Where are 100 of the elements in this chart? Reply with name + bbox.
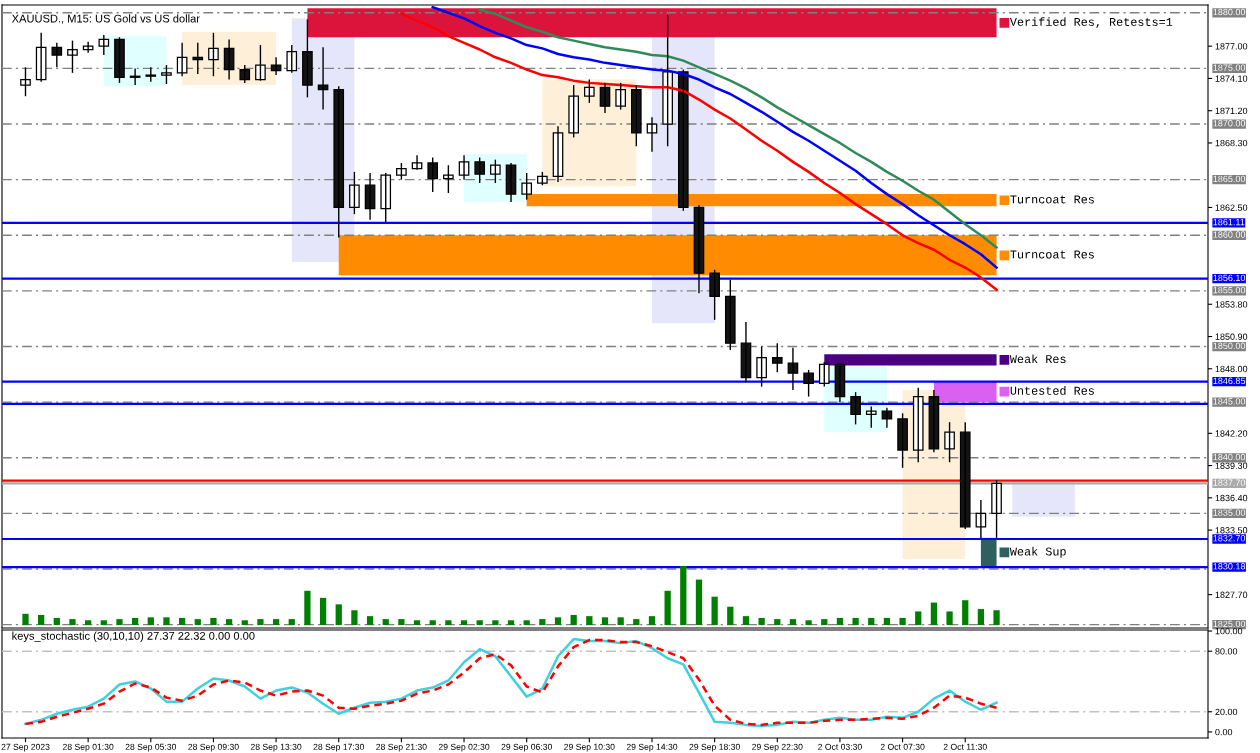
y-tick-label: 1853.80 — [1215, 301, 1248, 308]
bar — [241, 620, 248, 625]
bar — [132, 617, 139, 625]
bar — [789, 619, 797, 625]
bar — [852, 617, 859, 625]
y-tick-label: 1848.00 — [1215, 365, 1248, 373]
candlestick — [208, 32, 219, 77]
y-tick-label: 1862.50 — [1215, 204, 1248, 211]
line-series — [478, 8, 998, 249]
y-tick-label: 1839.30 — [1215, 462, 1248, 469]
legend-label: Turncoat Res — [1010, 250, 1094, 259]
ref-line-label: 1860.00 — [1213, 231, 1246, 238]
bar — [445, 620, 452, 625]
y-tick-label: 100.00 — [1215, 627, 1243, 635]
bar — [727, 606, 734, 625]
bar — [962, 600, 969, 625]
ref-line-label: 1832.70 — [1213, 535, 1246, 542]
bar — [351, 610, 358, 625]
bar — [711, 596, 718, 625]
bar — [100, 620, 107, 625]
x-tick-label: 28 Sep 21:30 — [376, 743, 427, 752]
candlestick — [771, 342, 783, 373]
bar — [993, 610, 1000, 625]
bar — [601, 617, 609, 625]
y-tick-label: 1850.90 — [1215, 333, 1248, 340]
ref-line-label: 1837.70 — [1213, 479, 1246, 486]
bar — [382, 619, 389, 625]
bar — [758, 617, 765, 625]
ref-line-label: 1856.10 — [1213, 274, 1246, 282]
bar — [413, 620, 421, 625]
y-tick-label: 1836.40 — [1215, 494, 1248, 502]
x-tick-label: 29 Sep 06:30 — [501, 743, 552, 752]
bar — [22, 613, 29, 625]
candlestick — [865, 405, 877, 429]
y-tick-label: 1827.70 — [1215, 591, 1248, 598]
x-tick-label: 28 Sep 13:30 — [250, 743, 302, 752]
candlestick — [490, 158, 501, 184]
bar — [930, 602, 938, 625]
bar — [805, 620, 812, 625]
ref-line-label: 1855.00 — [1213, 286, 1246, 294]
bar — [257, 619, 264, 625]
bar — [163, 617, 170, 625]
candlestick — [521, 172, 533, 201]
legend-label: Weak Sup — [1009, 546, 1066, 558]
bar — [69, 619, 76, 625]
ref-line-label: 1830.18 — [1213, 563, 1246, 570]
candlestick — [333, 85, 345, 239]
bar — [821, 619, 828, 625]
candlestick — [286, 44, 298, 74]
bar — [272, 619, 280, 625]
candlestick — [584, 78, 595, 104]
bar — [194, 619, 201, 625]
candlestick — [850, 391, 861, 426]
x-tick-label: 28 Sep 05:30 — [125, 743, 177, 752]
bar — [836, 617, 844, 625]
legend-label: Untested Res — [1010, 386, 1094, 395]
candlestick — [912, 387, 924, 463]
bar — [507, 620, 515, 625]
x-tick-label: 29 Sep 22:30 — [752, 743, 803, 752]
bar — [648, 616, 656, 625]
candlestick — [724, 279, 736, 351]
y-tick-label: 1871.20 — [1215, 107, 1248, 115]
bar — [883, 617, 891, 625]
bar — [366, 616, 374, 625]
candlestick — [944, 421, 955, 463]
candlestick — [349, 171, 360, 215]
y-tick-label: 20.00 — [1215, 708, 1238, 716]
legend-label: Weak Res — [1009, 354, 1066, 364]
y-tick-label: 1833.50 — [1215, 527, 1248, 534]
bar — [523, 620, 530, 625]
candlestick — [67, 39, 78, 74]
candlestick — [20, 66, 31, 97]
bar — [116, 619, 123, 625]
bar — [680, 566, 687, 625]
candlestick — [991, 479, 1002, 539]
bar — [38, 614, 45, 625]
x-tick-label: 28 Sep 01:30 — [62, 743, 114, 752]
text: XAUUSD., M15: US Gold vs US dollar — [11, 14, 200, 24]
bar — [147, 617, 154, 625]
bar — [617, 617, 624, 625]
x-tick-label: 29 Sep 10:30 — [564, 743, 615, 752]
candlestick — [818, 361, 830, 388]
y-tick-label: 1868.30 — [1215, 139, 1248, 147]
bar — [868, 617, 875, 625]
x-tick-label: 29 Sep 14:30 — [626, 743, 678, 752]
candlestick — [959, 421, 971, 530]
bar — [633, 619, 640, 625]
candlestick — [98, 34, 110, 56]
candlestick — [803, 369, 814, 398]
chart-title: keys_stochastic (30,10,10) 27.37 22.32 0.00 0.00 — [12, 631, 255, 642]
ref-line-label: 1861.11 — [1213, 218, 1245, 226]
bar — [946, 611, 953, 625]
bar — [539, 619, 546, 625]
candlestick — [255, 44, 266, 82]
bar — [335, 604, 342, 625]
y-tick-label: 0.00 — [1215, 728, 1233, 736]
ref-line-label: 1880.00 — [1213, 8, 1246, 16]
x-tick-label: 29 Sep 02:30 — [438, 743, 490, 752]
y-tick-label: 80.00 — [1215, 648, 1238, 655]
candlestick — [114, 36, 125, 84]
